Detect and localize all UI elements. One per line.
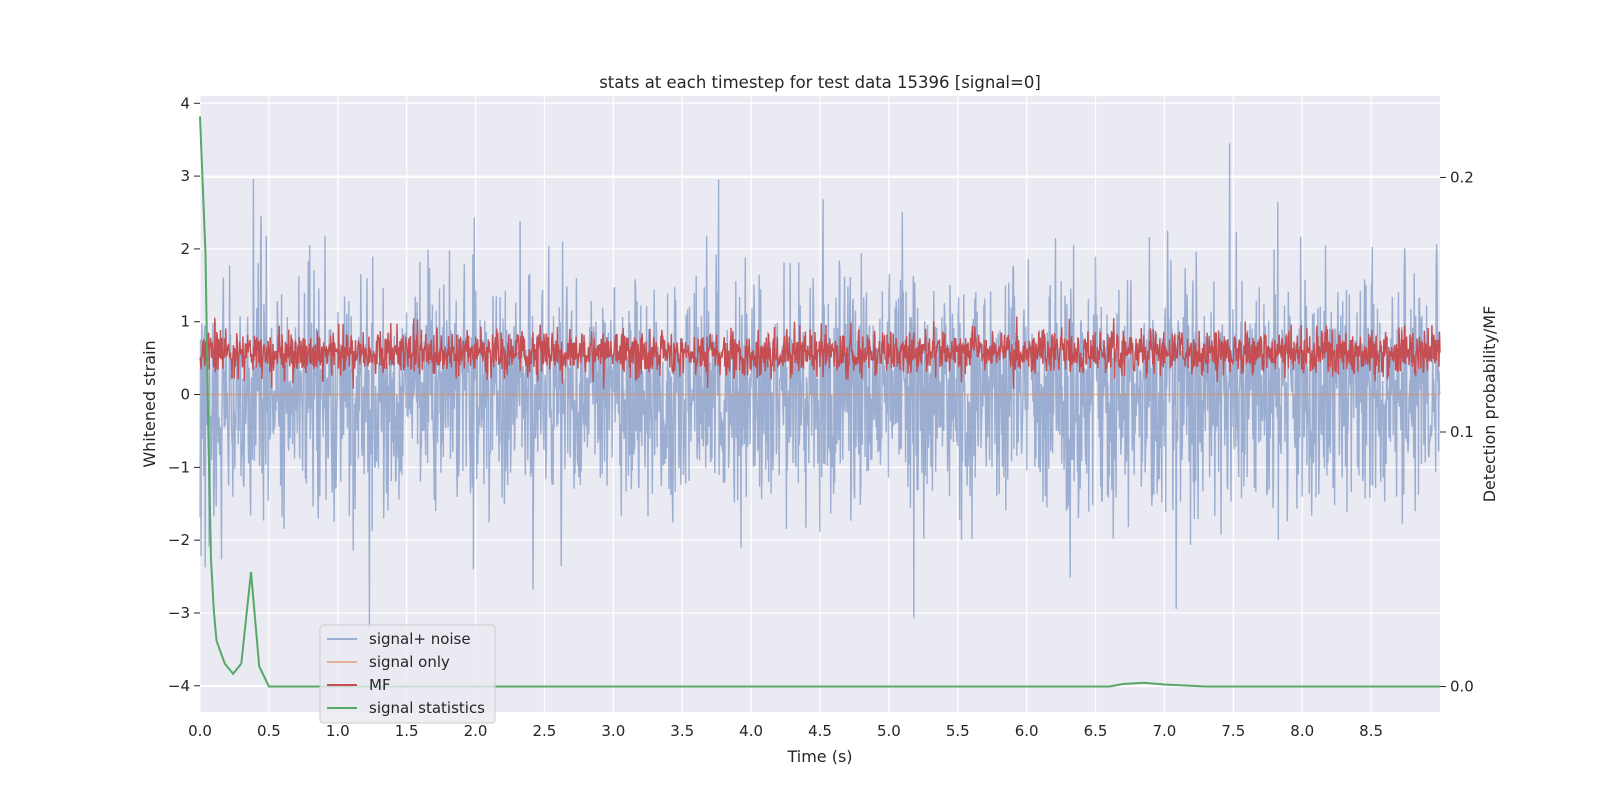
y-tick-label: 1 <box>180 313 190 331</box>
y2-axis-label: Detection probability/MF <box>1480 306 1499 503</box>
y-ticks: 4 3 2 1 0 −1 −2 −3 −4 <box>168 94 200 695</box>
y-tick-label: −1 <box>168 458 190 476</box>
y-tick-label: −2 <box>168 531 190 549</box>
legend-label-signal-noise: signal+ noise <box>369 630 471 648</box>
x-tick-label: 6.0 <box>1015 722 1039 740</box>
y2-ticks: 0.2 0.1 0.0 <box>1440 168 1474 696</box>
legend-box <box>319 624 496 724</box>
y2-tick-label: 0.0 <box>1450 678 1474 696</box>
x-tick-label: 0.0 <box>188 722 212 740</box>
y-axis-label: Whitened strain <box>140 340 159 467</box>
y-tick-label: 4 <box>180 94 190 112</box>
series-signal-statistics <box>199 116 1440 688</box>
y-tick-label: −3 <box>168 604 190 622</box>
y-tick-label: 2 <box>180 240 190 258</box>
x-tick-label: 3.5 <box>670 722 694 740</box>
x-tick-label: 4.0 <box>739 722 763 740</box>
x-tick-label: 2.5 <box>533 722 557 740</box>
x-ticks: 0.0 0.5 1.0 1.5 2.0 2.5 3.0 3.5 4.0 4.5 5.0 5.5 6.0 6… <box>188 722 1383 740</box>
x-tick-label: 6.5 <box>1084 722 1108 740</box>
x-tick-label: 5.0 <box>877 722 901 740</box>
y-tick-label: 3 <box>180 167 190 185</box>
x-tick-label: 7.5 <box>1221 722 1245 740</box>
signal-statistics-line <box>199 116 1440 688</box>
legend-label-mf: MF <box>369 676 391 694</box>
series-mf <box>199 316 1441 389</box>
y2-tick-label: 0.2 <box>1450 168 1474 186</box>
x-tick-label: 1.0 <box>326 722 350 740</box>
legend: signal+ noise signal only MF signal stat… <box>319 624 496 724</box>
x-tick-label: 5.5 <box>946 722 970 740</box>
chart-title: stats at each timestep for test data 153… <box>599 73 1041 92</box>
x-tick-label: 7.0 <box>1153 722 1177 740</box>
y-tick-label: 0 <box>180 386 190 404</box>
x-tick-label: 3.0 <box>601 722 625 740</box>
x-tick-label: 4.5 <box>808 722 832 740</box>
x-axis-label: Time (s) <box>786 747 852 766</box>
y2-tick-label: 0.1 <box>1450 423 1474 441</box>
legend-label-signal-only: signal only <box>369 653 450 671</box>
legend-label-signal-statistics: signal statistics <box>369 699 485 717</box>
x-tick-label: 2.0 <box>464 722 488 740</box>
x-tick-label: 8.0 <box>1290 722 1314 740</box>
x-tick-label: 1.5 <box>395 722 419 740</box>
x-tick-label: 0.5 <box>257 722 281 740</box>
mf-line <box>199 316 1441 389</box>
x-tick-label: 8.5 <box>1359 722 1383 740</box>
y-tick-label: −4 <box>168 677 190 695</box>
